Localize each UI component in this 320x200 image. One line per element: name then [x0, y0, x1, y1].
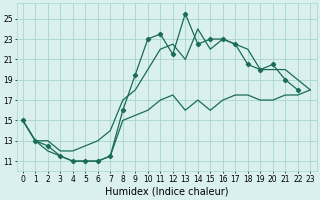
X-axis label: Humidex (Indice chaleur): Humidex (Indice chaleur): [105, 187, 228, 197]
